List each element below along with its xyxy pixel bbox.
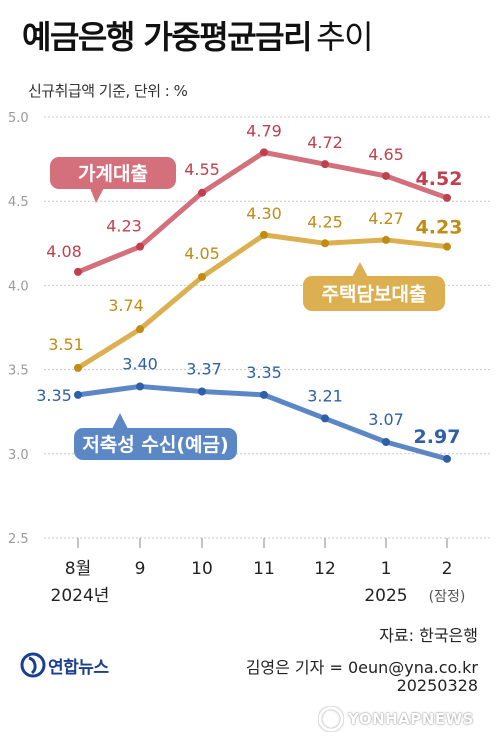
legend-label: 저축성 수신(예금) xyxy=(82,434,228,456)
data-point xyxy=(321,239,329,248)
data-label: 2.97 xyxy=(414,426,461,448)
data-point xyxy=(443,242,451,251)
title-light: 추이 xyxy=(316,18,373,56)
data-label: 4.23 xyxy=(106,217,142,236)
title-bold: 예금은행 가중평균금리 xyxy=(22,18,313,56)
data-label: 3.51 xyxy=(48,335,84,354)
watermark-icon xyxy=(318,706,344,732)
data-point xyxy=(74,267,82,276)
data-label: 3.21 xyxy=(307,386,343,405)
data-point xyxy=(260,390,268,399)
chart-title: 예금은행 가중평균금리 추이 xyxy=(22,12,374,58)
data-point xyxy=(74,390,82,399)
data-label: 4.05 xyxy=(184,244,220,263)
data-label: 3.37 xyxy=(186,359,222,378)
legend-badge-pointer xyxy=(352,262,368,277)
data-label: 4.65 xyxy=(368,145,404,164)
data-label: 4.52 xyxy=(416,168,463,190)
legend-badge xyxy=(74,428,237,460)
data-point xyxy=(321,160,329,169)
x-tick-label: 10 xyxy=(191,559,213,579)
data-point xyxy=(382,235,390,244)
logo-text: 연합뉴스 xyxy=(48,657,109,678)
data-label: 4.79 xyxy=(246,121,282,140)
x-tick-label: 8월 xyxy=(65,559,91,579)
data-point xyxy=(74,363,82,372)
date-text: 20250328 xyxy=(396,676,478,695)
data-point xyxy=(136,382,144,391)
watermark: YONHAPNEWS xyxy=(318,706,474,732)
data-label: 3.40 xyxy=(122,354,158,373)
data-label: 3.74 xyxy=(108,296,144,315)
x-tick-label: 11 xyxy=(253,559,275,579)
chart-subtitle: 신규취급액 기준, 단위 : % xyxy=(28,82,188,100)
x-tick-label: 1 xyxy=(381,559,392,579)
y-tick-label: 3.5 xyxy=(8,364,29,379)
x-tick-sublabel: 2024년 xyxy=(51,586,110,606)
y-tick-label: 4.5 xyxy=(8,195,29,210)
data-point xyxy=(321,414,329,423)
y-tick-label: 2.5 xyxy=(8,532,29,547)
y-tick-label: 4.0 xyxy=(8,279,29,294)
data-label: 4.23 xyxy=(416,217,463,239)
legend-label: 주택담보대출 xyxy=(322,284,427,306)
x-tick-label: 12 xyxy=(314,559,336,579)
y-tick-label: 3.0 xyxy=(8,448,29,463)
data-label: 4.27 xyxy=(368,209,404,228)
yonhap-logo-icon xyxy=(20,652,46,678)
data-point xyxy=(198,188,206,197)
data-point xyxy=(136,325,144,334)
data-label: 4.55 xyxy=(184,160,220,179)
data-label: 3.07 xyxy=(368,410,404,429)
legend-badge-pointer xyxy=(90,188,104,203)
data-point xyxy=(260,148,268,157)
x-tick-label: 9 xyxy=(135,559,146,579)
reporter-text: 김영은 기자 = 0eun@yna.co.kr xyxy=(245,658,478,677)
x-tick-sublabel: (잠정) xyxy=(429,589,466,605)
data-point xyxy=(260,230,268,239)
data-label: 4.30 xyxy=(246,204,282,223)
legend-badge xyxy=(303,276,445,311)
yonhap-logo: 연합뉴스 xyxy=(20,652,109,678)
legend-badge xyxy=(50,157,176,189)
data-point xyxy=(136,242,144,251)
data-point xyxy=(198,272,206,281)
data-point xyxy=(198,387,206,396)
data-point xyxy=(382,438,390,447)
data-label: 4.25 xyxy=(307,212,343,231)
data-point xyxy=(443,193,451,202)
data-label: 3.35 xyxy=(36,386,72,405)
x-tick-sublabel: 2025 xyxy=(364,586,407,606)
line-chart: 2.5 3.0 3.5 4.0 4.5 5.0 8월 2024년 9 10 11 12 1 2025 2 (잠… xyxy=(8,111,492,606)
y-tick-label: 5.0 xyxy=(8,111,29,126)
data-label: 4.72 xyxy=(307,133,343,152)
data-point xyxy=(382,171,390,180)
data-label: 3.35 xyxy=(246,363,282,382)
legend-label: 가계대출 xyxy=(78,163,148,185)
source-text: 자료: 한국은행 xyxy=(379,626,478,645)
watermark-text: YONHAPNEWS xyxy=(348,710,474,728)
x-tick-label: 2 xyxy=(442,559,453,579)
data-label: 4.08 xyxy=(46,242,82,261)
legend-badge-pointer xyxy=(112,413,128,429)
data-point xyxy=(443,454,451,463)
